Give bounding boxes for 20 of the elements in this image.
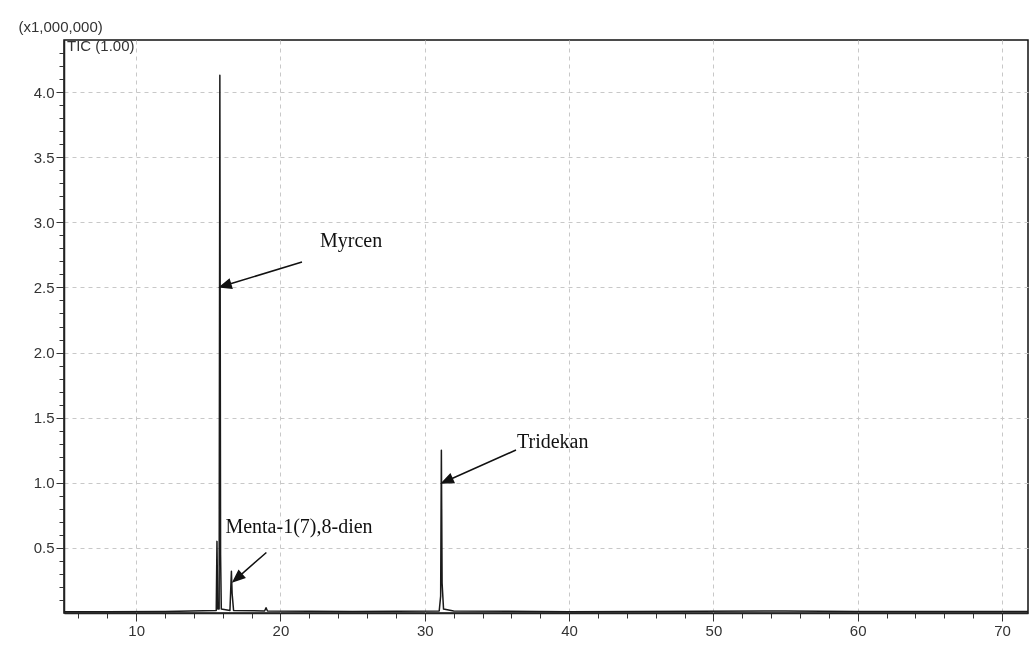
annotation: Tridekan (517, 430, 589, 452)
y-tick-label: 2.5 (33, 278, 55, 296)
x-tick-label: 40 (561, 621, 578, 639)
y-axis-title: (x1,000,000) (18, 17, 103, 35)
y-tick-label: 4.0 (33, 83, 55, 101)
x-tick-label: 20 (272, 621, 290, 639)
x-tick-label: 30 (416, 621, 434, 639)
annotation: Myrcen (320, 229, 383, 252)
y-tick-label: 2.0 (33, 344, 55, 362)
y-tick-label: 1.5 (33, 409, 55, 427)
y-tick-label: 0.5 (33, 539, 55, 557)
y-tick-label: 3.5 (33, 148, 55, 166)
y-tick-label: 1.0 (33, 474, 55, 492)
x-tick-label: 70 (994, 621, 1011, 639)
x-tick-label: 50 (705, 621, 723, 639)
y-tick-label: 3.0 (33, 213, 55, 231)
x-tick-label: 60 (849, 621, 867, 639)
x-tick-label: 10 (128, 621, 145, 639)
annotation: Menta-1(7),8-dien (225, 515, 373, 539)
annotation: TIC (1.00) (67, 37, 135, 54)
